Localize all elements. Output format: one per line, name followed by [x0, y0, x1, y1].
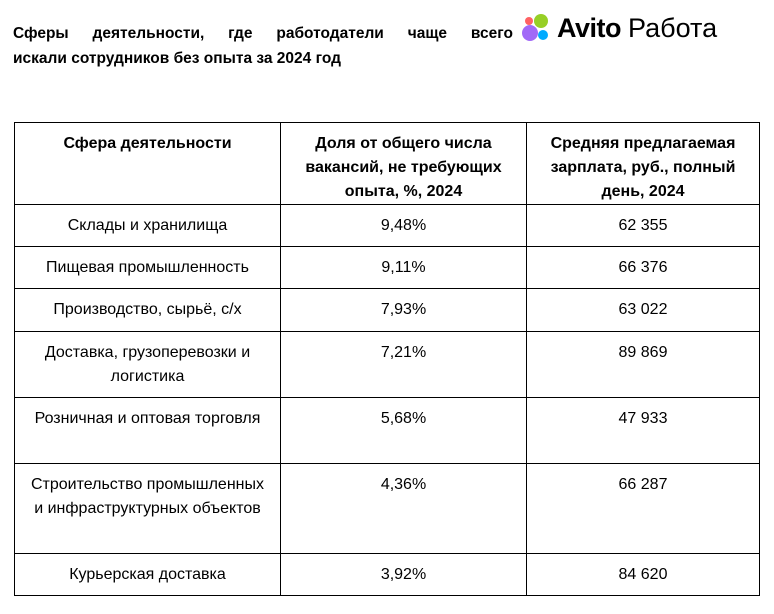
page-title: Сферы деятельности, где работодатели чащ… — [13, 21, 513, 71]
cell-share: 7,21% — [280, 331, 527, 398]
table-row: Пищевая промышленность 9,11% 66 376 — [14, 246, 760, 289]
avito-dots-icon — [522, 14, 548, 41]
cell-salary: 89 869 — [526, 331, 760, 398]
cell-sphere: Склады и хранилища — [14, 204, 281, 247]
cell-share: 4,36% — [280, 463, 527, 554]
table-row: Склады и хранилища 9,48% 62 355 — [14, 204, 760, 247]
cell-salary: 62 355 — [526, 204, 760, 247]
cell-sphere: Производство, сырьё, с/х — [14, 288, 281, 332]
cell-salary: 66 287 — [526, 463, 760, 554]
cell-sphere: Пищевая промышленность — [14, 246, 281, 289]
vacancies-table: Сфера деятельности Доля от общего числа … — [14, 122, 760, 596]
logo-brand-text: Avito — [557, 12, 622, 43]
table-row: Производство, сырьё, с/х 7,93% 63 022 — [14, 288, 760, 332]
table-row: Доставка, грузоперевозки и логистика 7,2… — [14, 331, 760, 398]
column-header-salary: Средняя предлагаемая зарплата, руб., пол… — [526, 122, 760, 205]
avito-rabota-logo: Avito Работа — [522, 12, 717, 44]
table-header-row: Сфера деятельности Доля от общего числа … — [14, 122, 760, 205]
cell-share: 9,11% — [280, 246, 527, 289]
title-line-1: Сферы деятельности, где работодатели чащ… — [13, 25, 513, 42]
cell-share: 7,93% — [280, 288, 527, 332]
cell-salary: 84 620 — [526, 553, 760, 596]
column-header-sphere: Сфера деятельности — [14, 122, 281, 205]
logo-product-text: Работа — [628, 12, 718, 43]
cell-share: 5,68% — [280, 397, 527, 464]
column-header-share: Доля от общего числа вакансий, не требую… — [280, 122, 527, 205]
cell-salary: 66 376 — [526, 246, 760, 289]
cell-salary: 63 022 — [526, 288, 760, 332]
table-row: Строительство промышленных и инфраструкт… — [14, 463, 760, 554]
table-row: Курьерская доставка 3,92% 84 620 — [14, 553, 760, 596]
cell-sphere: Курьерская доставка — [14, 553, 281, 596]
cell-sphere: Доставка, грузоперевозки и логистика — [14, 331, 281, 398]
cell-salary: 47 933 — [526, 397, 760, 464]
table-row: Розничная и оптовая торговля 5,68% 47 93… — [14, 397, 760, 464]
title-line-2: искали сотрудников без опыта за 2024 год — [13, 50, 341, 67]
cell-share: 3,92% — [280, 553, 527, 596]
cell-share: 9,48% — [280, 204, 527, 247]
cell-sphere: Розничная и оптовая торговля — [14, 397, 281, 464]
cell-sphere: Строительство промышленных и инфраструкт… — [14, 463, 281, 554]
